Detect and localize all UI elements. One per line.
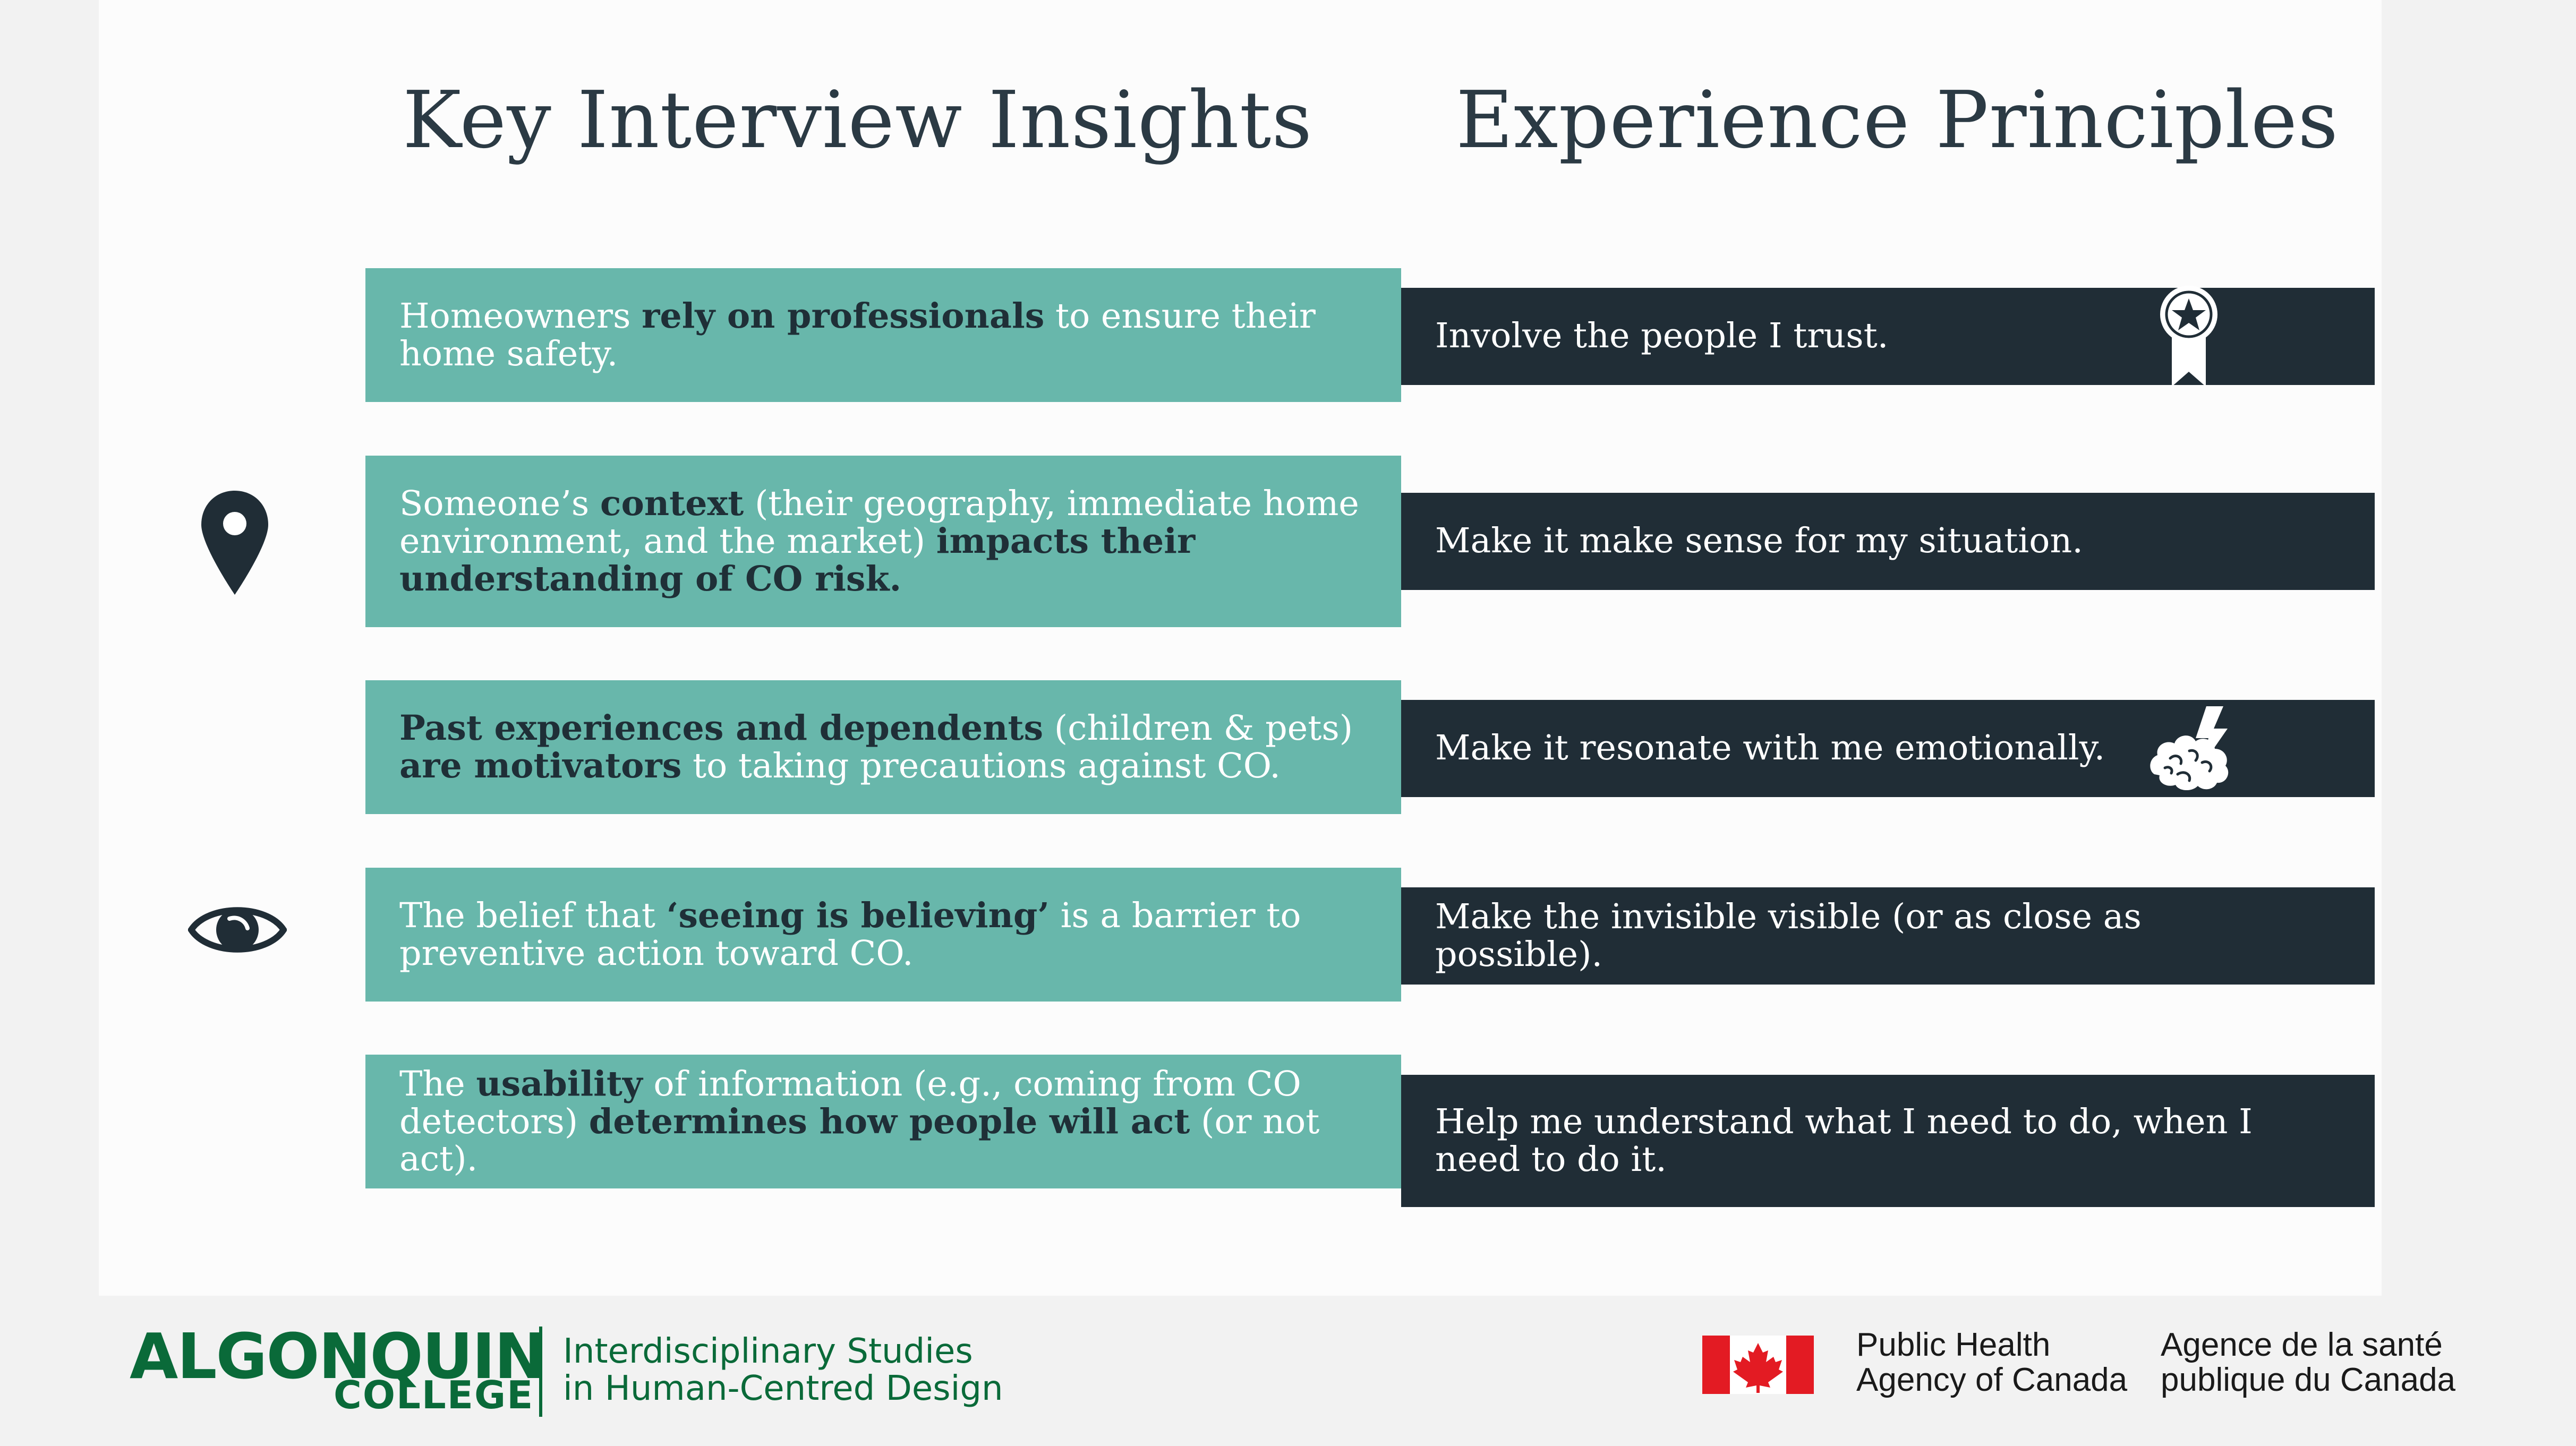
insight-emphasis: impacts their understanding of CO risk. (399, 520, 1196, 600)
insight-emphasis: rely on professionals (642, 296, 1045, 337)
principle-text: Make the invisible visible (or as close … (1435, 897, 2142, 974)
insight-emphasis: ‘seeing is believing’ (666, 895, 1050, 936)
insight-box: Homeowners rely on professionals to ensu… (365, 268, 1401, 402)
insight-emphasis: context (600, 483, 744, 524)
agency-en-line1: Public Health (1856, 1327, 2051, 1363)
agency-fr-line1: Agence de la santé (2161, 1327, 2443, 1363)
insight-run: is a barrier to preventive action toward… (399, 896, 1301, 973)
footer: ALGONQUIN COLLEGE Interdisciplinary Stud… (0, 1296, 2576, 1446)
insight-run: (or not act). (399, 1101, 1320, 1179)
insight-text: Homeowners rely on professionals to ensu… (399, 297, 1367, 372)
insight-emphasis: usability (476, 1063, 643, 1104)
insight-run: to ensure their home safety. (399, 296, 1316, 374)
slide: Key Interview Insights Experience Princi… (99, 0, 2382, 1296)
canada-flag-icon (1702, 1336, 1814, 1394)
insight-emphasis: are motivators (399, 746, 682, 786)
insights-heading: Key Interview Insights (403, 74, 1313, 166)
principle-text: Involve the people I trust. (1435, 316, 1889, 356)
agency-en-line2: Agency of Canada (1856, 1362, 2128, 1398)
brain-lightning-icon (2150, 706, 2229, 791)
program-line2: in Human-Centred Design (563, 1369, 1003, 1408)
principle-bar: Help me understand what I need to do, wh… (1401, 1075, 2375, 1207)
insight-run: The belief that (399, 896, 667, 936)
insight-run: The (399, 1064, 476, 1104)
eye-icon (188, 907, 287, 953)
principle-bar: Involve the people I trust. (1401, 288, 2375, 385)
location-pin-icon (201, 491, 268, 595)
insight-emphasis: Past experiences and dependents (399, 707, 1044, 748)
insight-run: Homeowners (399, 296, 642, 337)
insight-text: Past experiences and dependents (childre… (399, 709, 1367, 785)
insight-run: (their geography, immediate home environ… (399, 483, 1359, 561)
principles-heading: Experience Principles (1456, 74, 2339, 166)
principle-bar: Make it make sense for my situation. (1401, 493, 2375, 590)
insight-text: The usability of information (e.g., comi… (399, 1065, 1367, 1178)
principle-bar: Make the invisible visible (or as close … (1401, 887, 2375, 985)
principle-text: Make it resonate with me emotionally. (1435, 728, 2105, 768)
insight-text: The belief that ‘seeing is believing’ is… (399, 897, 1367, 972)
award-ribbon-icon (2160, 286, 2217, 387)
insight-box: The belief that ‘seeing is believing’ is… (365, 868, 1401, 1002)
insight-box: Past experiences and dependents (childre… (365, 680, 1401, 814)
insight-run: to taking precautions against CO. (681, 746, 1281, 786)
program-line1: Interdisciplinary Studies (563, 1332, 973, 1371)
insight-box: Someone’s context (their geography, imme… (365, 456, 1401, 627)
insight-box: The usability of information (e.g., comi… (365, 1055, 1401, 1188)
insight-text: Someone’s context (their geography, imme… (399, 485, 1367, 598)
principle-text: Make it make sense for my situation. (1435, 521, 2083, 561)
agency-fr-line2: publique du Canada (2161, 1362, 2456, 1398)
insight-emphasis: determines how people will act (588, 1101, 1190, 1142)
principle-text: Help me understand what I need to do, wh… (1435, 1102, 2253, 1179)
insight-run: Someone’s (399, 483, 600, 524)
logo-divider (539, 1327, 542, 1417)
insight-run: (children & pets) (1043, 708, 1353, 748)
college-name: ALGONQUIN (130, 1320, 547, 1393)
insight-run: of information (e.g., coming from CO det… (399, 1064, 1301, 1142)
college-word: COLLEGE (334, 1373, 534, 1417)
